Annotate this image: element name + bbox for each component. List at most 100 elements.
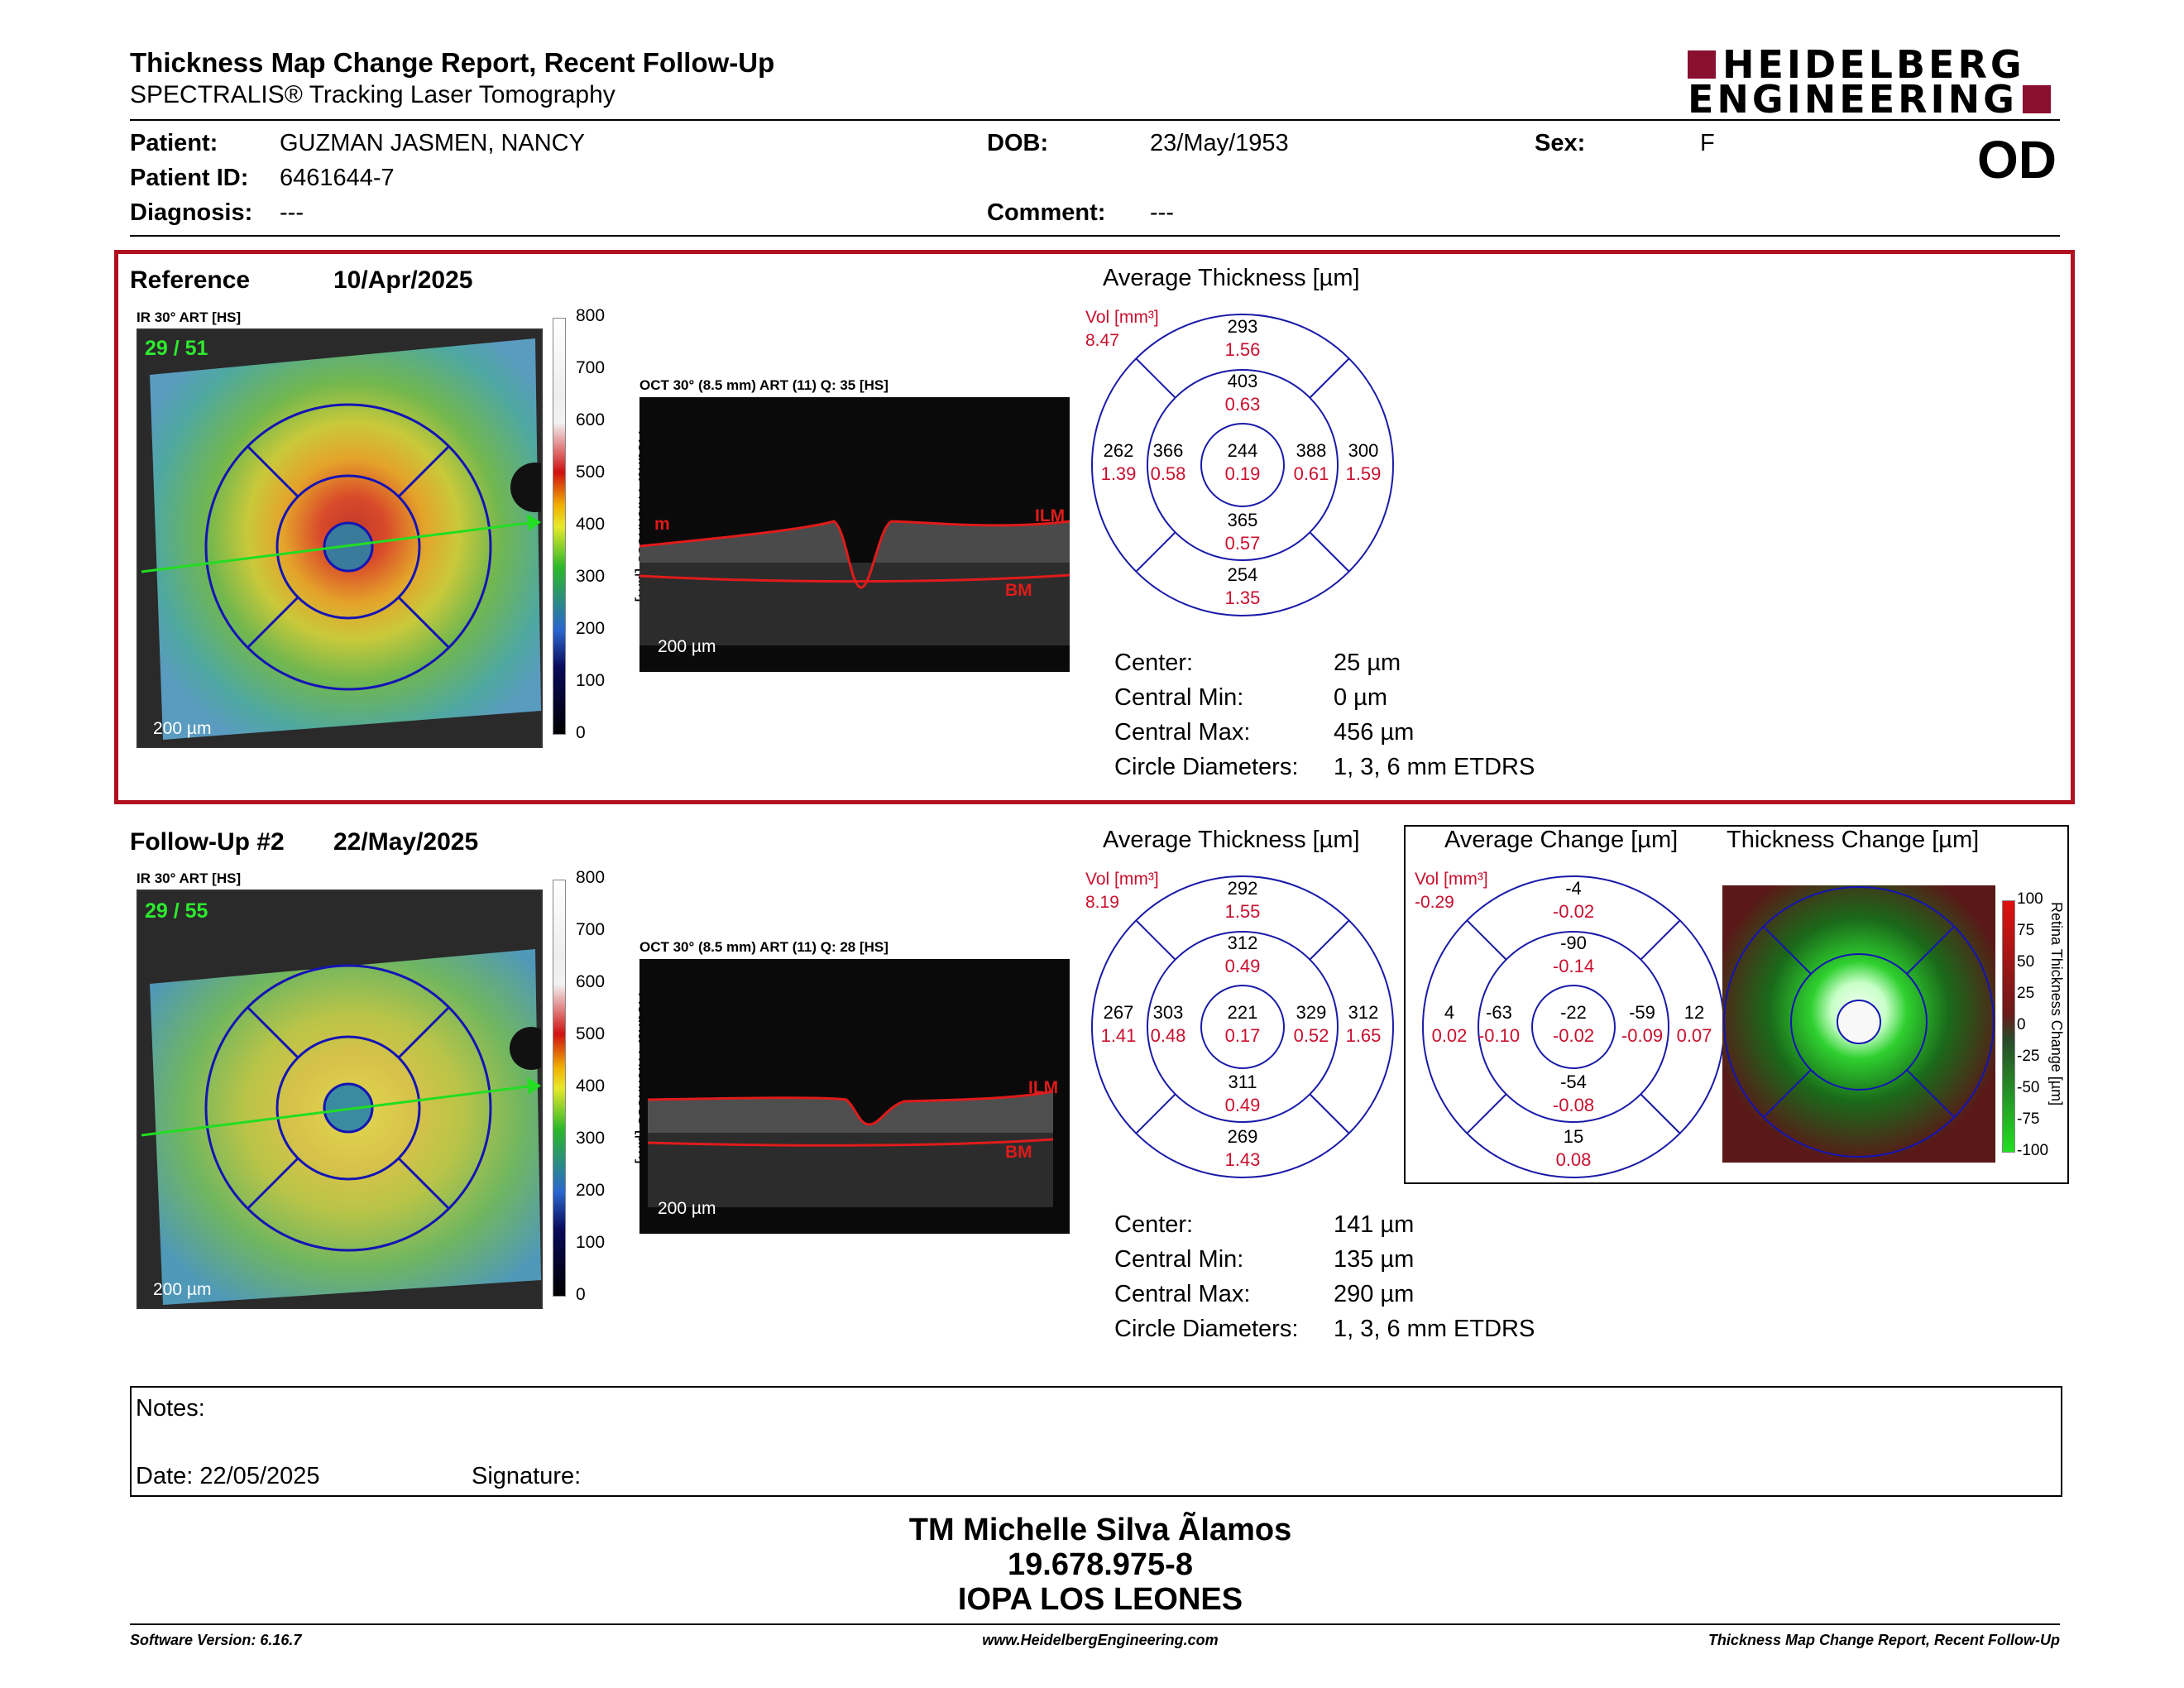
tick: -50: [2017, 1079, 2040, 1096]
fundus-label: IR 30° ART [HS]: [136, 870, 242, 886]
change-outer-temporal: 4: [1444, 1002, 1455, 1023]
fundus-label: IR 30° ART [HS]: [136, 309, 242, 325]
outer-temporal-volume: 1.41: [1100, 1025, 1137, 1046]
followup-oct-scan: ILM BM 200 µm: [639, 959, 1070, 1234]
outer-temporal-volume: 1.39: [1100, 463, 1137, 484]
tick: 800: [576, 306, 606, 325]
tick: 100: [576, 671, 606, 690]
vol-label: Vol [mm³]: [1085, 870, 1159, 889]
tick: 0: [576, 723, 586, 742]
change-outer-nasal-vol: 0.07: [1676, 1025, 1712, 1046]
tick: 400: [576, 1077, 606, 1096]
notes-box[interactable]: [130, 1386, 2062, 1497]
reference-thickness-map: 29 / 51 200 µm: [136, 328, 543, 748]
inner-temporal-thickness: 366: [1152, 440, 1184, 461]
vol-value: 8.19: [1085, 893, 1119, 912]
logo: HEIDELBERG: [1688, 42, 2025, 87]
inner-nasal-volume: 0.61: [1293, 463, 1329, 484]
signatory-id: 19.678.975-8: [1008, 1547, 1193, 1582]
avg-thickness-title: Average Thickness [µm]: [1103, 827, 1360, 853]
stat-value: 0 µm: [1334, 684, 1388, 711]
tick: 300: [576, 567, 606, 586]
inner-nasal-volume: 0.52: [1293, 1025, 1329, 1046]
tick: 600: [576, 972, 606, 991]
software-version: Software Version: 6.16.7: [130, 1632, 302, 1648]
tick: 25: [2017, 985, 2035, 1002]
inner-temporal-thickness: 303: [1152, 1002, 1184, 1023]
outer-superior-volume: 1.55: [1224, 901, 1261, 922]
inner-nasal-thickness: 388: [1296, 440, 1327, 461]
change-outer-temporal-vol: 0.02: [1431, 1025, 1468, 1046]
stat-label: Central Min:: [1114, 1246, 1244, 1273]
tick: 100: [576, 1233, 606, 1252]
eye-label: OD: [1977, 130, 2057, 189]
stat-value: 25 µm: [1334, 650, 1401, 676]
thickness-ticks: 800 700 600 500 400 300 200 100 0: [576, 868, 617, 1304]
diagnosis-value: ---: [280, 199, 304, 226]
change-center-vol: -0.02: [1552, 1025, 1595, 1046]
change-axis-label: Retina Thickness Change [µm]: [2048, 902, 2065, 1106]
change-outer-inferior: 15: [1563, 1126, 1584, 1147]
outer-temporal-thickness: 262: [1103, 440, 1134, 461]
outer-nasal-volume: 1.59: [1345, 463, 1382, 484]
change-inner-temporal: -63: [1486, 1002, 1512, 1023]
inner-superior-thickness: 312: [1227, 933, 1258, 953]
stat-value: 290 µm: [1334, 1281, 1415, 1307]
stat-label: Circle Diameters:: [1114, 1316, 1299, 1342]
stat-label: Circle Diameters:: [1114, 754, 1299, 780]
inner-inferior-volume: 0.57: [1224, 533, 1261, 554]
inner-superior-volume: 0.49: [1224, 956, 1261, 976]
stat-label: Center:: [1114, 1211, 1194, 1238]
stat-label: Central Max:: [1114, 719, 1251, 746]
outer-nasal-thickness: 300: [1348, 440, 1379, 461]
comment-value: ---: [1150, 199, 1174, 226]
outer-inferior-thickness: 269: [1227, 1126, 1258, 1147]
change-inner-superior-vol: -0.14: [1552, 956, 1595, 976]
followup-label: Follow-Up #2: [130, 828, 285, 856]
dob-value: 23/May/1953: [1150, 130, 1289, 156]
inner-superior-volume: 0.63: [1224, 394, 1261, 415]
tick: 500: [576, 1024, 606, 1043]
footer-report-name: Thickness Map Change Report, Recent Foll…: [1707, 1632, 2060, 1648]
change-center: -22: [1560, 1002, 1587, 1023]
website-link[interactable]: www.HeidelbergEngineering.com: [982, 1632, 1219, 1648]
thickness-ticks: 800 700 600 500 400 300 200 100 0: [576, 306, 617, 742]
tick: 400: [576, 515, 606, 534]
tick: 200: [576, 1181, 606, 1200]
patient-id: 6461644-7: [280, 165, 395, 191]
frame-count: 29 / 51: [145, 337, 208, 360]
thickness-colorbar: [553, 880, 566, 1297]
tick: -25: [2017, 1048, 2040, 1065]
stat-value: 1, 3, 6 mm ETDRS: [1334, 1316, 1535, 1342]
thickness-colorbar: [553, 318, 566, 735]
center-volume: 0.17: [1224, 1025, 1261, 1046]
divider: [130, 119, 2060, 121]
dob-label: DOB:: [987, 130, 1049, 156]
change-outer-superior-vol: -0.02: [1552, 901, 1595, 922]
bm-label: BM: [1005, 581, 1032, 600]
report-title: Thickness Map Change Report, Recent Foll…: [130, 47, 775, 78]
tick: 300: [576, 1129, 606, 1148]
inner-inferior-volume: 0.49: [1224, 1095, 1261, 1115]
divider: [130, 235, 2060, 237]
signatory-org: IOPA LOS LEONES: [957, 1582, 1243, 1617]
frame-count: 29 / 55: [145, 899, 208, 923]
stat-value: 141 µm: [1334, 1211, 1415, 1238]
tick: 100: [2017, 890, 2043, 908]
stat-label: Central Max:: [1114, 1281, 1251, 1307]
center-thickness: 221: [1227, 1002, 1258, 1023]
tick: 800: [576, 868, 606, 887]
date-label: Date: 22/05/2025: [136, 1463, 320, 1489]
oct-label: OCT 30° (8.5 mm) ART (11) Q: 28 [HS]: [639, 939, 888, 955]
outer-nasal-volume: 1.65: [1345, 1025, 1382, 1046]
sex-label: Sex:: [1535, 130, 1586, 156]
outer-inferior-thickness: 254: [1227, 564, 1258, 585]
logo-line2: ENGINEERING: [1688, 77, 2018, 122]
logo-line1: HEIDELBERG: [1722, 42, 2025, 87]
report-subtitle: SPECTRALIS® Tracking Laser Tomography: [130, 81, 615, 108]
scale-bar: 200 µm: [658, 1199, 716, 1218]
patient-label: Patient:: [130, 130, 218, 156]
center-thickness: 244: [1227, 440, 1258, 461]
inner-superior-thickness: 403: [1227, 371, 1258, 391]
tick: 700: [576, 920, 606, 939]
